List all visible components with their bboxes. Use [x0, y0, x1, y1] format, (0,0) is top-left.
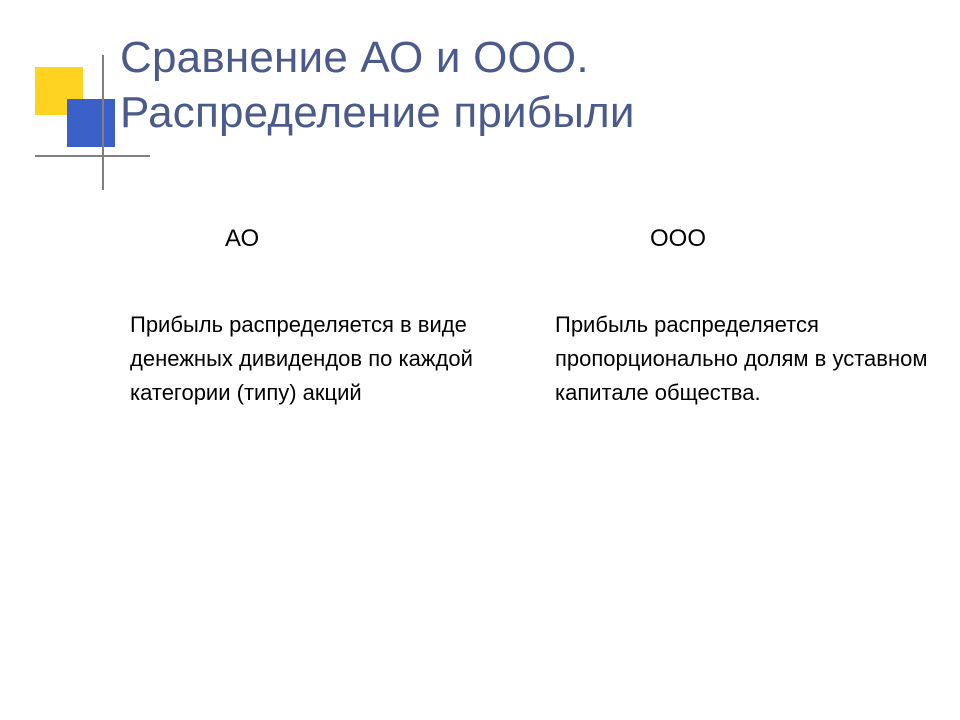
- corner-decoration: [35, 55, 115, 175]
- blue-square: [67, 99, 115, 147]
- left-header: АО: [130, 225, 505, 253]
- right-header: ООО: [555, 225, 930, 253]
- title-line-1: Сравнение АО и ООО.: [120, 30, 635, 85]
- horizontal-line: [35, 155, 150, 157]
- title-line-2: Распределение прибыли: [120, 85, 635, 140]
- slide-title: Сравнение АО и ООО. Распределение прибыл…: [120, 30, 635, 140]
- left-column: АО Прибыль распределяется в виде денежны…: [130, 225, 505, 410]
- right-column: ООО Прибыль распределяется пропорциональ…: [555, 225, 930, 410]
- left-body: Прибыль распределяется в виде денежных д…: [130, 308, 505, 410]
- right-body: Прибыль распределяется пропорционально д…: [555, 308, 930, 410]
- content-columns: АО Прибыль распределяется в виде денежны…: [130, 225, 930, 410]
- vertical-line: [102, 55, 104, 190]
